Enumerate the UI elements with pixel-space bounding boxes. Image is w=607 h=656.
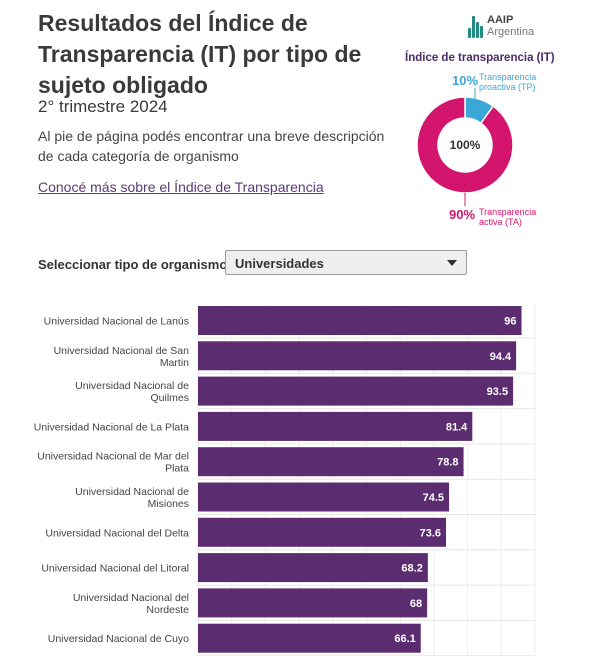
- transparency-index-link[interactable]: Conocé más sobre el Índice de Transparen…: [38, 179, 324, 195]
- category-label-line: Universidad Nacional de Lanús: [44, 316, 189, 328]
- bar[interactable]: [198, 517, 447, 547]
- page-title: Resultados del Índice de Transparencia (…: [38, 10, 362, 98]
- category-label: Universidad Nacional de Lanús: [44, 316, 189, 328]
- bar[interactable]: [198, 447, 464, 477]
- universities-bar-chart: 96 Universidad Nacional de Lanús 94.4 Unive…: [0, 296, 607, 656]
- donut-segment-ta: [416, 96, 514, 194]
- category-label: Universidad Nacional de Misiones: [75, 486, 189, 510]
- category-label: Universidad Nacional de La Plata: [34, 421, 189, 433]
- ta-percent-label: 90%: [449, 207, 476, 222]
- bar-value-label: 96: [504, 316, 516, 328]
- bar-value-label: 94.4: [490, 351, 512, 363]
- organism-type-value: Universidades: [235, 256, 324, 271]
- organism-type-select[interactable]: Universidades: [225, 250, 467, 275]
- category-label: Universidad Nacional de Cuyo: [48, 633, 189, 645]
- organism-type-label: Seleccionar tipo de organismo: [38, 257, 228, 272]
- chevron-down-icon: [447, 260, 457, 266]
- category-label-line: Plata: [165, 463, 189, 475]
- tp-percent-label: 10%: [452, 73, 479, 88]
- page-description: Al pie de página podés encontrar una bre…: [38, 128, 385, 164]
- bar-value-label: 78.8: [437, 457, 458, 469]
- category-label-line: Misiones: [148, 498, 189, 510]
- category-label-line: Universidad Nacional de Cuyo: [48, 633, 189, 645]
- bar-value-label: 74.5: [423, 492, 444, 504]
- category-label-line: Quilmes: [150, 392, 189, 404]
- bar-value-label: 81.4: [446, 421, 468, 433]
- category-label-line: Universidad Nacional de Mar del: [37, 451, 189, 463]
- bar-value-label: 93.5: [487, 386, 508, 398]
- tp-name-label: Transparencia proactiva (TP): [479, 72, 537, 92]
- bar[interactable]: [198, 341, 517, 371]
- category-label-line: Universidad Nacional del: [73, 592, 189, 604]
- category-label-line: Universidad Nacional del Delta: [45, 527, 189, 539]
- category-label: Universidad Nacional del Litoral: [41, 563, 189, 575]
- logo-text-line1: AAIP: [487, 14, 514, 26]
- logo-text-line2: Argentina: [487, 26, 535, 38]
- category-label-line: Universidad Nacional de La Plata: [34, 421, 189, 433]
- donut-svg: 100%: [416, 88, 514, 206]
- bar[interactable]: [198, 306, 522, 335]
- aaip-bars-icon: [468, 16, 484, 38]
- category-label: Universidad Nacional del Delta: [45, 527, 189, 539]
- page-subtitle: 2° trimestre 2024: [38, 97, 168, 116]
- category-label: Universidad Nacional de San Martin: [54, 345, 190, 369]
- bar[interactable]: [198, 482, 450, 512]
- transparency-donut: Índice de transparencia (IT) 10% Transpa…: [405, 52, 605, 237]
- bar-value-label: 68: [410, 598, 422, 610]
- bar[interactable]: [198, 623, 421, 653]
- bar-value-label: 66.1: [394, 633, 415, 645]
- bar[interactable]: [198, 411, 473, 441]
- category-label: Universidad Nacional del Nordeste: [73, 592, 189, 616]
- category-label-line: Universidad Nacional del Litoral: [41, 563, 189, 575]
- donut-title: Índice de transparencia (IT): [405, 52, 555, 64]
- bar-chart-svg: 96 Universidad Nacional de Lanús 94.4 Unive…: [34, 304, 536, 656]
- bar-value-label: 73.6: [420, 527, 441, 539]
- category-label-line: Universidad Nacional de: [75, 380, 189, 392]
- bar[interactable]: [198, 553, 428, 583]
- category-label: Universidad Nacional de Quilmes: [75, 380, 189, 404]
- category-label-line: Universidad Nacional de San: [54, 345, 190, 357]
- bar-value-label: 68.2: [401, 563, 422, 575]
- donut-center-label: 100%: [450, 138, 481, 152]
- bar[interactable]: [198, 376, 514, 406]
- category-label: Universidad Nacional de Mar del Plata: [37, 451, 189, 475]
- category-label-line: Martin: [160, 357, 189, 369]
- bar[interactable]: [198, 588, 428, 618]
- category-label-line: Nordeste: [146, 604, 189, 616]
- ta-name-label: Transparencia activa (TA): [479, 207, 537, 227]
- category-label-line: Universidad Nacional de: [75, 486, 189, 498]
